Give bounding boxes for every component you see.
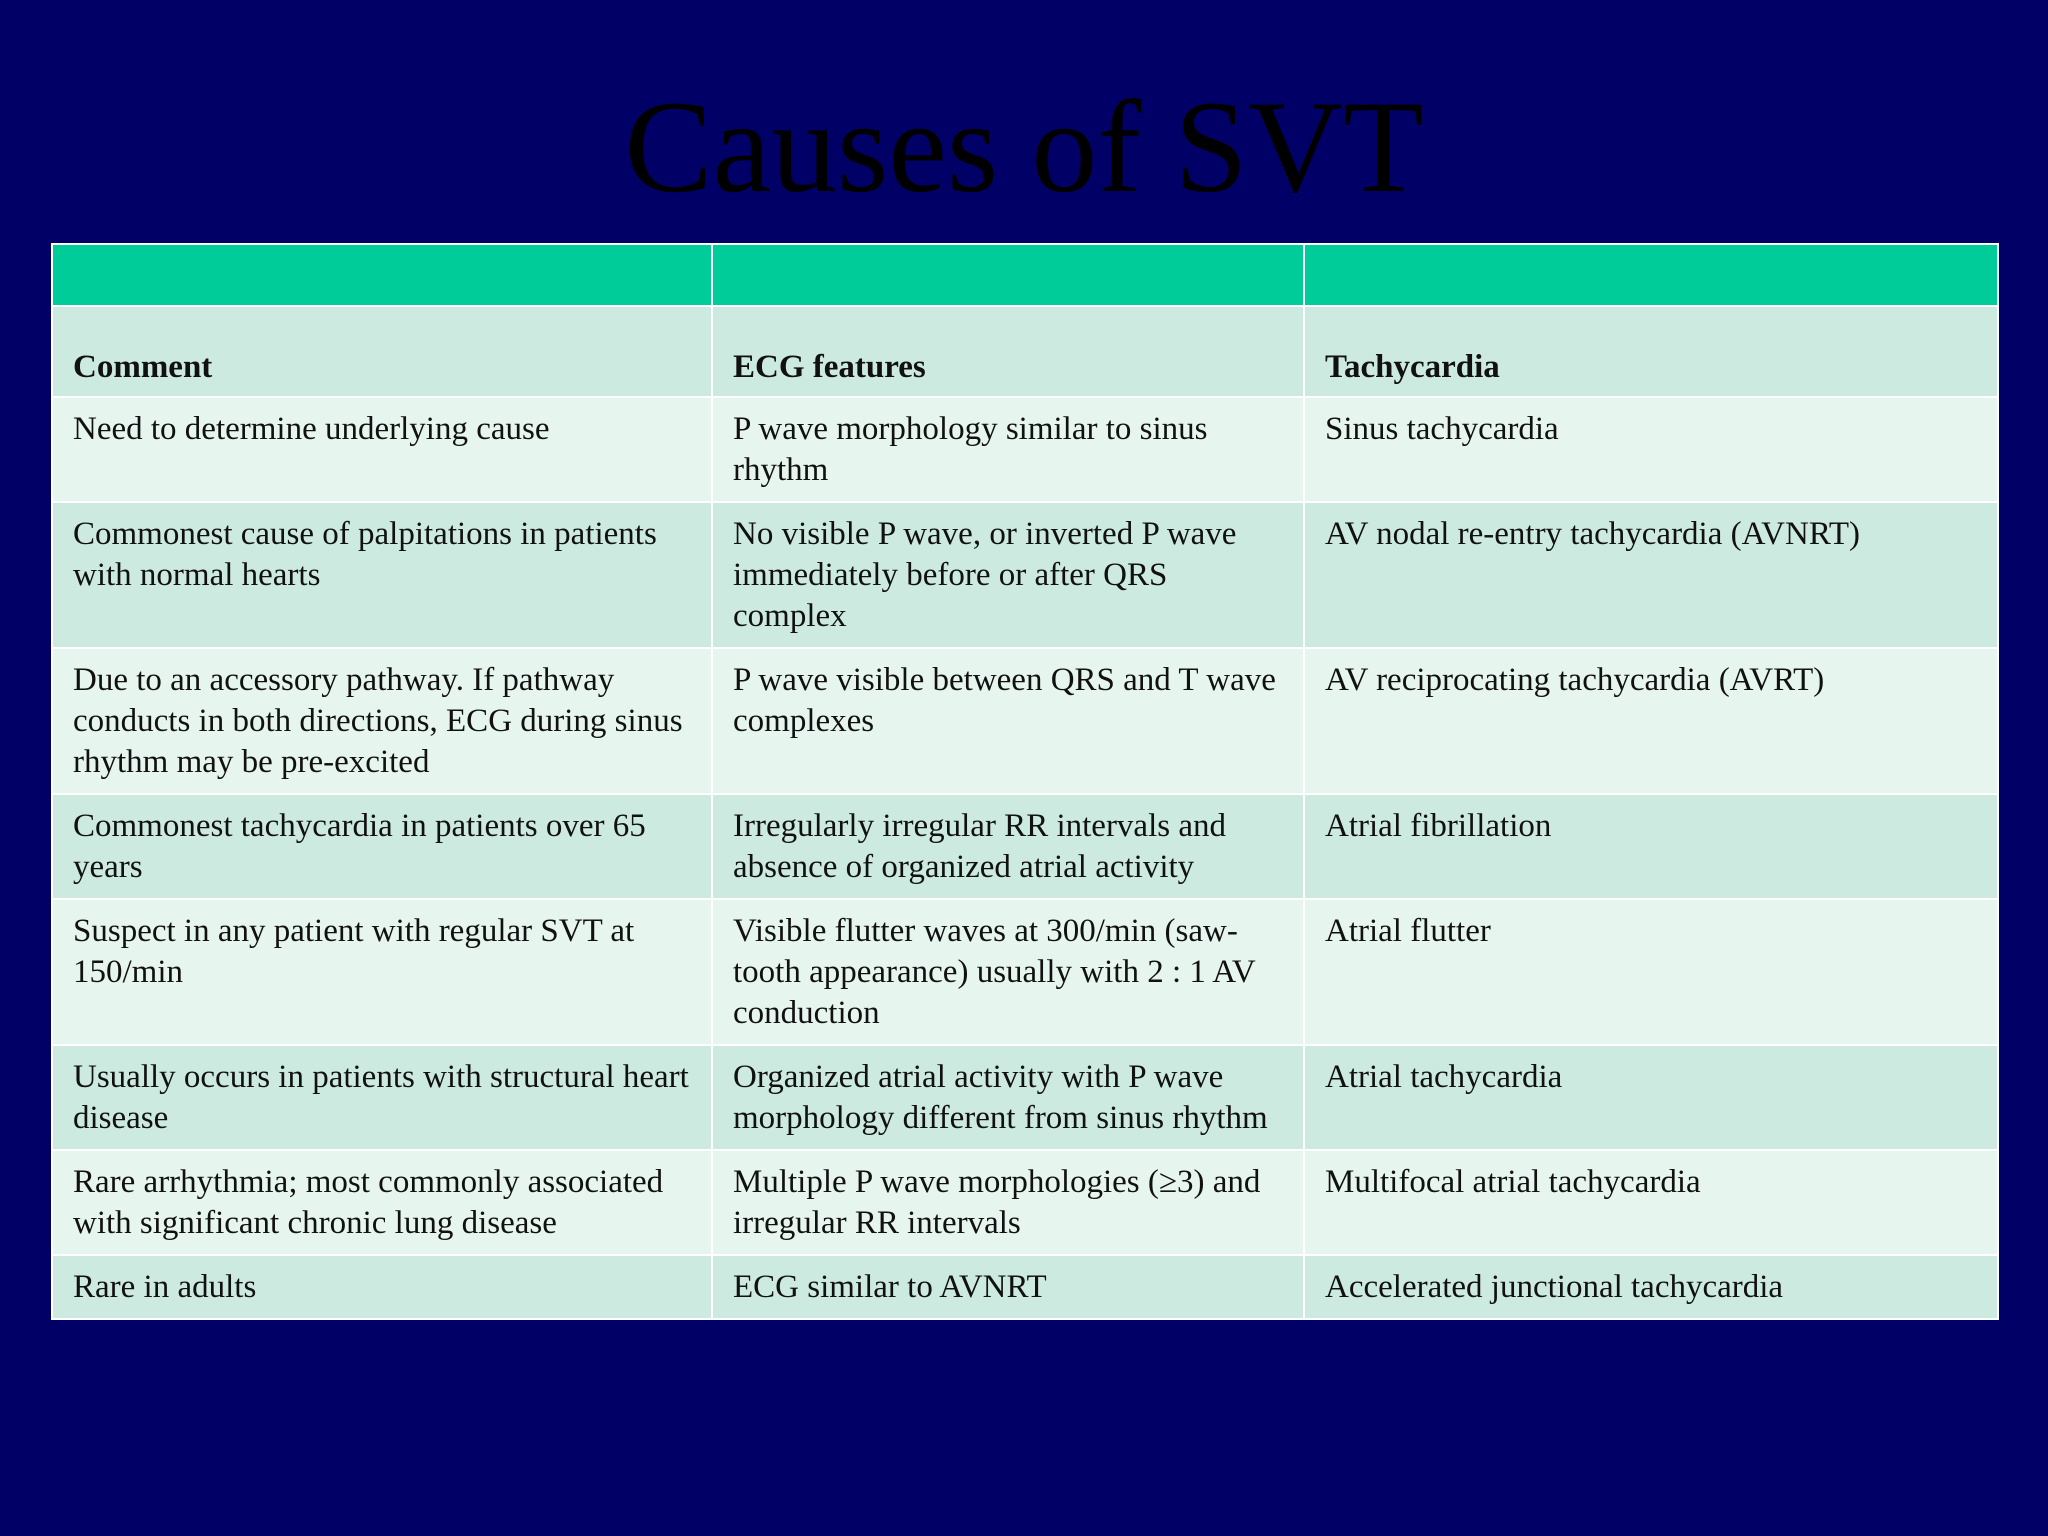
table-row: Need to determine underlying cause P wav… xyxy=(51,396,1999,503)
tachycardia-cell: Atrial fibrillation xyxy=(1303,793,1999,900)
ecg-features-cell: Visible flutter waves at 300/min (saw-to… xyxy=(711,898,1305,1046)
tachycardia-cell: AV reciprocating tachycardia (AVRT) xyxy=(1303,647,1999,795)
ecg-features-cell: P wave morphology similar to sinus rhyth… xyxy=(711,396,1305,503)
accent-row xyxy=(51,243,1999,307)
table-row: Suspect in any patient with regular SVT … xyxy=(51,898,1999,1046)
column-header-comment: Comment xyxy=(51,305,713,398)
ecg-features-cell: P wave visible between QRS and T wave co… xyxy=(711,647,1305,795)
tachycardia-cell: Multifocal atrial tachycardia xyxy=(1303,1149,1999,1256)
ecg-features-cell: Irregularly irregular RR intervals and a… xyxy=(711,793,1305,900)
accent-cell xyxy=(51,243,713,307)
tachycardia-cell: Accelerated junctional tachycardia xyxy=(1303,1254,1999,1320)
svt-causes-table: Comment ECG features Tachycardia Need to… xyxy=(51,243,1999,1320)
table-row: Due to an accessory pathway. If pathway … xyxy=(51,647,1999,795)
table-row: Rare arrhythmia; most commonly associate… xyxy=(51,1149,1999,1256)
comment-cell: Commonest tachycardia in patients over 6… xyxy=(51,793,713,900)
ecg-features-cell: Organized atrial activity with P wave mo… xyxy=(711,1044,1305,1151)
table-header-row: Comment ECG features Tachycardia xyxy=(51,305,1999,398)
tachycardia-cell: Atrial flutter xyxy=(1303,898,1999,1046)
tachycardia-cell: AV nodal re-entry tachycardia (AVNRT) xyxy=(1303,501,1999,649)
ecg-features-cell: ECG similar to AVNRT xyxy=(711,1254,1305,1320)
comment-cell: Rare arrhythmia; most commonly associate… xyxy=(51,1149,713,1256)
comment-cell: Suspect in any patient with regular SVT … xyxy=(51,898,713,1046)
comment-cell: Due to an accessory pathway. If pathway … xyxy=(51,647,713,795)
comment-cell: Commonest cause of palpitations in patie… xyxy=(51,501,713,649)
table-row: Rare in adults ECG similar to AVNRT Acce… xyxy=(51,1254,1999,1320)
column-header-ecg-features: ECG features xyxy=(711,305,1305,398)
comment-cell: Usually occurs in patients with structur… xyxy=(51,1044,713,1151)
ecg-features-cell: No visible P wave, or inverted P wave im… xyxy=(711,501,1305,649)
tachycardia-cell: Atrial tachycardia xyxy=(1303,1044,1999,1151)
slide-title: Causes of SVT xyxy=(624,73,1424,220)
table-row: Usually occurs in patients with structur… xyxy=(51,1044,1999,1151)
tachycardia-cell: Sinus tachycardia xyxy=(1303,396,1999,503)
table-row: Commonest cause of palpitations in patie… xyxy=(51,501,1999,649)
column-header-tachycardia: Tachycardia xyxy=(1303,305,1999,398)
comment-cell: Need to determine underlying cause xyxy=(51,396,713,503)
accent-cell xyxy=(1303,243,1999,307)
table-row: Commonest tachycardia in patients over 6… xyxy=(51,793,1999,900)
ecg-features-cell: Multiple P wave morphologies (≥3) and ir… xyxy=(711,1149,1305,1256)
accent-cell xyxy=(711,243,1305,307)
comment-cell: Rare in adults xyxy=(51,1254,713,1320)
